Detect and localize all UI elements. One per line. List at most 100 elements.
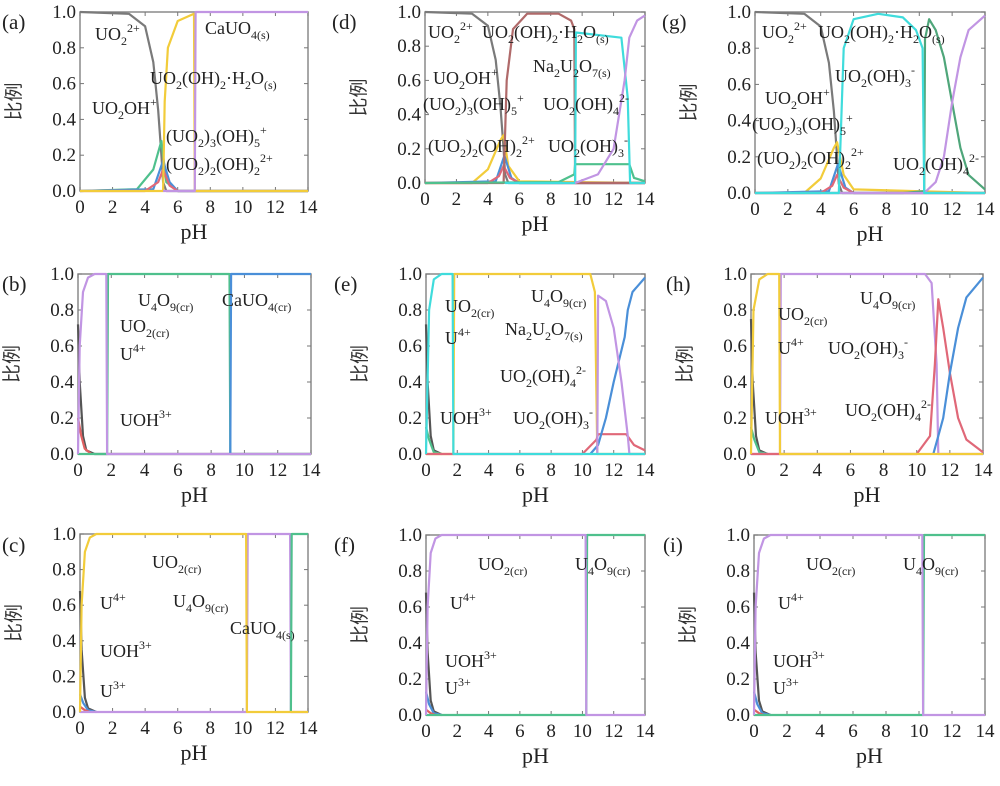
y-tick-label: 0.4 [52,631,76,652]
species-label: U4+ [100,590,126,613]
species-label: UOH3+ [440,405,492,428]
series-line-na2u2o7-s- [596,294,645,456]
x-tick-label: 10 [573,721,592,742]
species-label: UO2(OH)2·H2O(s) [150,68,277,92]
y-tick-label: 0.0 [52,702,76,723]
x-tick-label: 4 [483,189,493,210]
x-tick-label: 12 [943,721,962,742]
y-tick-label: 0.8 [52,38,76,59]
x-tick-label: 0 [750,199,760,220]
x-axis-label: pH [857,221,884,246]
y-tick-label: 0.4 [398,633,422,654]
x-tick-label: 14 [976,199,996,220]
y-axis-label: 比例 [348,78,370,116]
x-tick-label: 2 [107,460,117,481]
series-line-uoh3- [424,426,442,456]
y-tick-label: 1.0 [52,524,76,545]
species-label: UO2OH+ [433,65,498,92]
species-label: U4O9(cr) [138,290,193,314]
x-tick-label: 6 [848,721,858,742]
series-line-uo2-oh-3- [755,18,986,195]
x-tick-label: 10 [233,718,252,739]
y-tick-label: 0.4 [397,105,421,126]
x-tick-label: 10 [907,460,926,481]
x-tick-label: 4 [813,460,823,481]
species-label: UO22+ [762,19,807,46]
y-tick-label: 0.2 [50,408,74,429]
y-tick-label: 0.8 [727,38,751,59]
x-tick-label: 0 [421,721,431,742]
y-tick-label: 0.6 [398,336,422,357]
species-label: (UO2)2(OH)22+ [166,151,273,178]
species-label: U4O9(cr) [903,554,958,578]
species-label: CaUO4(s) [205,18,270,42]
panel-label: (g) [662,10,687,34]
x-tick-label: 2 [108,718,118,739]
x-axis-label: pH [181,219,208,244]
species-label: U4O9(cr) [173,591,228,615]
y-tick-label: 0.8 [398,561,422,582]
x-tick-label: 4 [815,721,825,742]
x-tick-label: 8 [882,199,892,220]
species-label: UO2(OH)42- [543,91,629,118]
x-tick-label: 6 [515,721,525,742]
species-label: (UO2)2(OH)22+ [428,133,535,160]
species-label: UO2(cr) [778,304,827,328]
y-tick-label: 0.2 [398,669,422,690]
y-axis-label: 比例 [349,606,371,644]
x-tick-label: 12 [940,460,959,481]
y-tick-label: 0.0 [398,705,422,726]
y-tick-label: 1.0 [726,525,750,546]
x-tick-label: 12 [266,197,285,218]
species-label: UO22+ [428,19,473,46]
species-label: U4+ [778,590,804,613]
species-label: CaUO4(s) [230,618,295,642]
y-axis-label: 比例 [1,345,23,383]
x-tick-label: 12 [266,718,285,739]
y-tick-label: 0.4 [52,109,76,130]
x-tick-label: 8 [881,721,891,742]
x-tick-label: 6 [515,460,525,481]
y-tick-label: 0.6 [397,70,421,91]
y-tick-label: 0.6 [723,336,747,357]
species-label: UO2(OH)42- [845,397,931,424]
x-axis-label: pH [856,743,883,768]
panel-label: (e) [334,272,357,296]
series-line-uoh3- [76,417,92,455]
series-line-cauo4-s- [289,532,308,713]
y-tick-label: 1.0 [723,264,747,285]
series-line--uo2-3-oh-5- [424,154,645,185]
x-tick-label: 14 [974,460,994,481]
species-label: U4+ [445,325,471,348]
panel-g: 0 2 4 6 8 10 12 14 0.0 0.2 0.4 0.6 0.8 1.0 pH 比例 (g) UO22… [662,2,995,246]
x-tick-label: 12 [604,721,623,742]
y-tick-label: 0.4 [727,111,751,132]
x-tick-label: 2 [452,189,462,210]
species-label: UO2(cr) [445,296,494,320]
x-tick-label: 2 [782,721,792,742]
panel-label: (i) [663,533,683,557]
series-line-uo2-2- [424,10,645,185]
panel-f: 0 2 4 6 8 10 12 14 0.0 0.2 0.4 0.6 0.8 1.0 pH 比例 (f) UO2(… [334,525,655,768]
y-axis-label: 比例 [3,82,25,120]
species-label: U4O9(cr) [860,288,915,312]
y-tick-label: 1.0 [52,2,76,23]
x-axis-label: pH [522,211,549,236]
species-label: (UO2)3(OH)5+ [423,91,524,118]
x-axis-label: pH [181,482,208,507]
x-tick-label: 0 [73,460,83,481]
x-axis-label: pH [522,482,549,507]
panel-label: (a) [2,10,25,34]
y-tick-label: 1.0 [398,264,422,285]
species-label: UO2OH+ [92,95,157,122]
y-tick-label: 0.4 [50,372,74,393]
panel-label: (d) [332,10,357,34]
series-line-uo2-oh-2-h2o-s- [755,12,985,195]
x-tick-label: 10 [910,199,929,220]
x-tick-label: 0 [421,460,431,481]
y-tick-label: 1.0 [397,2,421,23]
x-tick-label: 2 [453,460,463,481]
y-tick-label: 0.2 [726,669,750,690]
x-tick-label: 8 [206,718,216,739]
